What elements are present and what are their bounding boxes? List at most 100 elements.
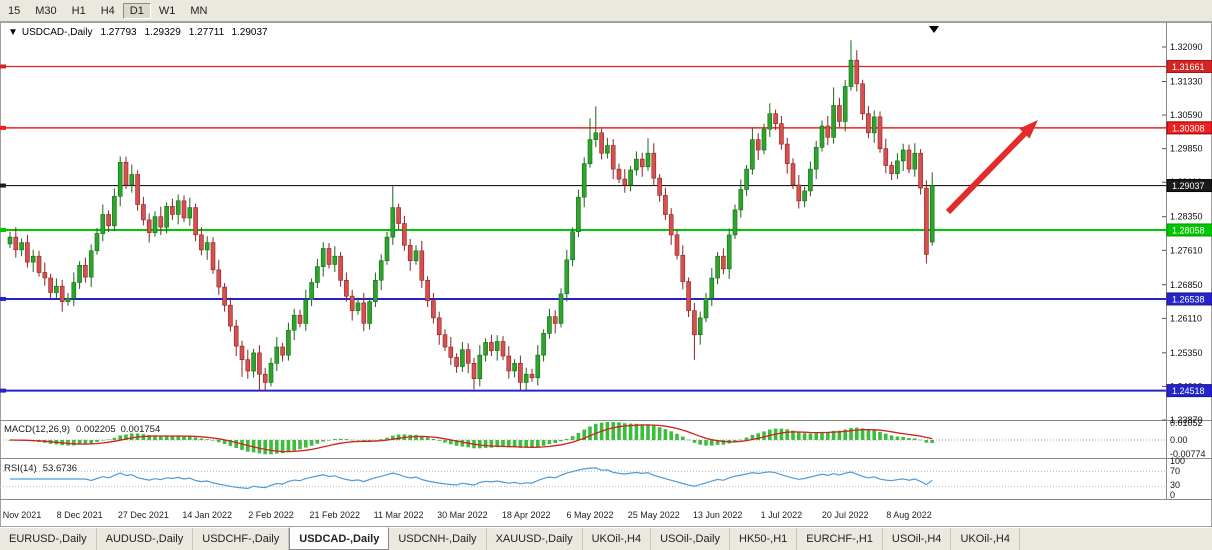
candle-body — [216, 269, 222, 288]
macd-histogram-bar — [553, 440, 557, 443]
candle-body — [616, 168, 622, 180]
candle-body — [367, 301, 372, 324]
timeframe-button-W1[interactable]: W1 — [158, 4, 176, 17]
macd-histogram-bar — [275, 440, 279, 454]
macd-histogram-bar — [333, 439, 337, 440]
trend-arrow-head-icon — [1019, 120, 1038, 139]
macd-histogram-bar — [228, 440, 233, 446]
timeframe-button-MN[interactable]: MN — [190, 4, 208, 17]
candle-body — [489, 342, 494, 351]
candle-body — [564, 259, 570, 295]
macd-histogram-bar — [924, 440, 929, 443]
macd-histogram-bar — [814, 433, 818, 440]
candle-body — [384, 236, 390, 262]
candle-body — [112, 196, 117, 227]
candle-body — [175, 200, 181, 215]
candle-body — [297, 314, 303, 324]
macd-histogram-bar — [518, 440, 523, 448]
macd-histogram-bar — [489, 440, 494, 448]
chart-tab-EURUSD-Daily[interactable]: EURUSD-,Daily — [0, 528, 97, 550]
candle-body — [512, 362, 517, 372]
candle-body — [431, 300, 436, 319]
price-chart[interactable]: 1.320901.313301.305901.298501.291101.283… — [0, 22, 1212, 527]
timeframe-button-D1[interactable]: D1 — [122, 2, 151, 19]
candle-body — [315, 266, 320, 283]
candle-body — [663, 195, 668, 215]
macd-histogram-bar — [176, 436, 180, 440]
candle-body — [158, 216, 164, 228]
chart-tab-UKOil-H4[interactable]: UKOil-,H4 — [583, 528, 652, 550]
macd-histogram-bar — [594, 423, 598, 440]
candle-body — [199, 234, 204, 251]
macd-histogram-bar — [199, 438, 204, 440]
macd-histogram-bar — [367, 440, 372, 441]
candle-body — [535, 354, 541, 379]
time-axis-label: 27 Dec 2021 — [118, 510, 169, 520]
candle-body — [547, 316, 552, 334]
chart-tab-UKOil-H4[interactable]: UKOil-,H4 — [951, 528, 1020, 550]
candle-body — [425, 279, 430, 301]
price-tag-text: 1.26538 — [1172, 294, 1205, 304]
timeframe-button-H1[interactable]: H1 — [71, 4, 86, 17]
time-axis-label: 1 Jul 2022 — [761, 510, 803, 520]
chart-tab-AUDUSD-Daily[interactable]: AUDUSD-,Daily — [97, 528, 194, 550]
chart-tab-USOil-H4[interactable]: USOil-,H4 — [883, 528, 952, 550]
candle-body — [523, 373, 529, 383]
macd-histogram-bar — [327, 440, 331, 441]
chart-tabs: EURUSD-,Daily AUDUSD-,Daily USDCHF-,Daily U… — [0, 527, 1212, 550]
chart-window[interactable]: 1.320901.313301.305901.298501.291101.283… — [0, 22, 1212, 527]
candle-body — [19, 242, 24, 251]
candle-body — [500, 341, 506, 357]
time-axis-label: 25 May 2022 — [628, 510, 680, 520]
candle-body — [129, 174, 135, 186]
price-axis-label: 1.32090 — [1170, 42, 1203, 52]
macd-histogram-bar — [420, 435, 424, 440]
macd-histogram-bar — [837, 430, 842, 440]
macd-histogram-bar — [559, 440, 563, 442]
timeframe-button-15[interactable]: 15 — [8, 4, 21, 17]
candle-body — [703, 298, 709, 319]
macd-histogram-bar — [443, 440, 447, 443]
macd-histogram-bar — [536, 440, 540, 448]
chart-tab-USDCAD-Daily[interactable]: USDCAD-,Daily — [289, 527, 390, 550]
chart-tab-USDCHF-Daily[interactable]: USDCHF-,Daily — [193, 528, 290, 550]
macd-histogram-bar — [860, 428, 865, 440]
candle-body — [210, 242, 216, 271]
macd-histogram-bar — [663, 429, 668, 440]
macd-histogram-bar — [646, 424, 650, 440]
chart-tab-EURCHF-H1[interactable]: EURCHF-,H1 — [797, 528, 883, 550]
chart-tab-USOil-Daily[interactable]: USOil-,Daily — [651, 528, 730, 550]
time-axis[interactable]: 19 Nov 2021 8 Dec 2021 27 Dec 2021 14 Jan 2… — [0, 510, 932, 520]
macd-histogram-bar — [895, 436, 900, 440]
chart-tab-XAUUSD-Daily[interactable]: XAUUSD-,Daily — [487, 528, 583, 550]
candle-body — [48, 277, 53, 293]
time-axis-label: 6 May 2022 — [566, 510, 613, 520]
price-axis[interactable]: 1.320901.313301.305901.298501.291101.283… — [1162, 42, 1212, 425]
time-axis-label: 13 Jun 2022 — [693, 510, 743, 520]
close-value: 1.29037 — [231, 27, 268, 38]
macd-histogram-bar — [89, 440, 93, 444]
macd-histogram-bar — [802, 433, 807, 440]
macd-histogram-bar — [396, 434, 401, 440]
trend-arrow-annotation[interactable] — [945, 120, 1038, 215]
candle-body — [419, 250, 425, 281]
chart-tab-USDCNH-Daily[interactable]: USDCNH-,Daily — [389, 528, 487, 550]
candle-body — [837, 105, 842, 122]
price-axis-label: 1.26110 — [1170, 313, 1202, 323]
timeframe-button-H4[interactable]: H4 — [100, 4, 115, 17]
price-tag: 1.24518 — [1166, 384, 1212, 398]
candle-body — [245, 359, 251, 372]
candle-body — [193, 207, 198, 236]
macd-histogram-bar — [623, 423, 627, 440]
macd-histogram-bar — [240, 440, 244, 450]
candle-body — [599, 132, 604, 154]
candle-body — [692, 310, 697, 336]
macd-histogram-bar — [449, 440, 453, 445]
macd-histogram-bar — [170, 436, 175, 440]
chart-tab-HK50-H1[interactable]: HK50-,H1 — [730, 528, 798, 550]
candle-body — [854, 59, 860, 85]
timeframe-button-M30[interactable]: M30 — [35, 4, 57, 17]
candle-body — [796, 184, 802, 202]
candle-body — [610, 145, 616, 170]
candle-body — [924, 187, 929, 255]
